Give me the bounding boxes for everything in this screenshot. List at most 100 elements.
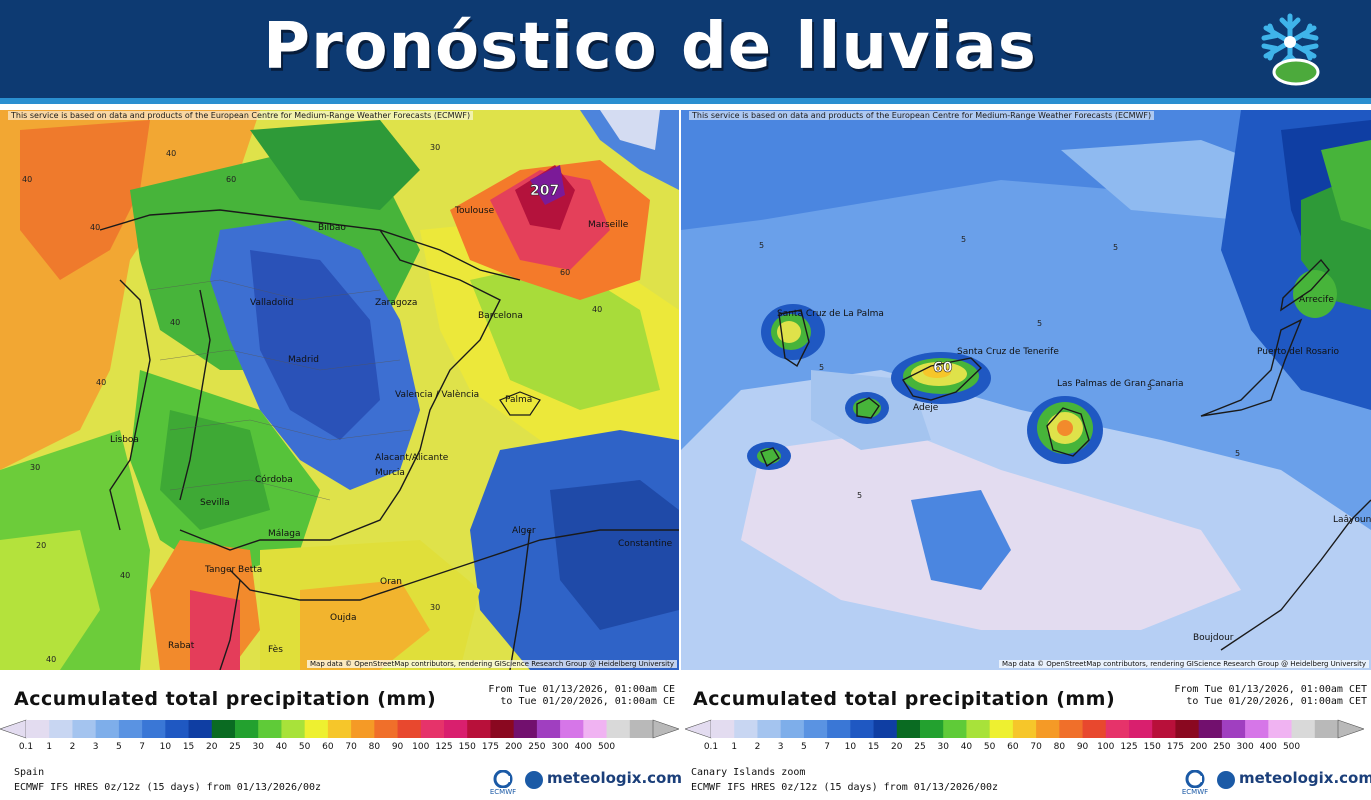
canary-legend: Accumulated total precipitation (mm) Fro… (685, 672, 1371, 800)
colorbar-swatch (1198, 720, 1223, 738)
colorbar-tick-label: 0.1 (18, 742, 34, 752)
colorbar-tick-label: 1 (731, 742, 738, 752)
city-label: Marseille (588, 220, 629, 230)
colorbar-tick-label: 150 (458, 742, 476, 752)
city-label: Palma (505, 395, 532, 405)
colorbar-swatch (513, 720, 538, 738)
map-attribution: Map data © OpenStreetMap contributors, r… (307, 660, 677, 668)
period-to: to Tue 01/20/2026, 01:00am CET (1186, 696, 1367, 707)
colorbar-tick-label: 250 (528, 742, 546, 752)
colorbar-tick-label: 2 (69, 742, 76, 752)
colorbar-tick-label: 15 (182, 742, 195, 752)
colorbar-tick-label: 10 (844, 742, 857, 752)
contour-label: 5 (1235, 449, 1240, 458)
colorbar-tick-label: 0.1 (703, 742, 719, 752)
ecmwf-logo: ECMWF (1177, 769, 1213, 798)
region-name: Canary Islands zoom (691, 767, 806, 778)
spain-precipitation-map[interactable]: 207 Bilbao Toulouse Marseille Valladolid… (0, 110, 679, 670)
colorbar-tick-label: 200 (505, 742, 523, 752)
ecmwf-logo-icon (1185, 769, 1205, 789)
colorbar-tick-label: 100 (1097, 742, 1115, 752)
colorbar-swatch (26, 720, 50, 738)
contour-label: 5 (1113, 243, 1118, 252)
colorbar-tick-label: 300 (1236, 742, 1254, 752)
colorbar-swatch (258, 720, 282, 738)
colorbar-tick-label: 300 (551, 742, 569, 752)
colorbar-tick-label: 175 (1166, 742, 1185, 752)
city-label: Toulouse (454, 206, 495, 216)
colorbar-swatch (711, 720, 735, 738)
colorbar-tick-label: 10 (159, 742, 172, 752)
colorbar-swatch (49, 720, 73, 738)
colorbar-swatch (118, 720, 143, 738)
colorbar-tick-label: 50 (983, 742, 996, 752)
colorbar-tick-label: 200 (1190, 742, 1208, 752)
spain-legend: Accumulated total precipitation (mm) Fro… (0, 672, 682, 800)
contour-label: 40 (166, 149, 176, 158)
contour-label: 60 (560, 268, 570, 277)
colorbar-tick-label: 7 (139, 742, 145, 752)
contour-label: 40 (170, 318, 180, 327)
colorbar-swatch (1268, 720, 1293, 738)
colorbar-tick-label: 250 (1213, 742, 1231, 752)
colorbar-tick-label: 3 (777, 742, 784, 752)
colorbar-tick-label: 175 (481, 742, 500, 752)
contour-label: 40 (90, 223, 100, 232)
colorbar-swatch (1059, 720, 1084, 738)
city-label: Lisboa (110, 435, 139, 445)
colorbar-tick-label: 400 (1259, 742, 1277, 752)
colorbar-swatch (583, 720, 608, 738)
contour-label: 5 (857, 491, 862, 500)
meteologix-brand: meteologix.com (1239, 769, 1371, 787)
colorbar-tick-label: 25 (914, 742, 926, 752)
contour-label: 30 (430, 143, 440, 152)
colorbar-tick-label: 30 (252, 742, 264, 752)
colorbar-tick-label: 40 (960, 742, 973, 752)
city-label: Puerto del Rosario (1257, 347, 1339, 357)
colorbar-tick-label: 20 (206, 742, 218, 752)
colorbar-swatch (397, 720, 422, 738)
colorbar-swatch (1129, 720, 1153, 738)
colorbar-swatch (757, 720, 782, 738)
city-label: Santa Cruz de La Palma (777, 309, 884, 319)
colorbar-arrow-left (0, 719, 27, 739)
city-label: Laâyoune (1333, 515, 1371, 525)
peak-precipitation-label: 207 (530, 183, 559, 199)
contour-label: 40 (120, 571, 130, 580)
contour-label: 5 (961, 235, 966, 244)
brand-logos: ECMWF meteologix.com (1177, 769, 1371, 798)
colorbar-swatch (560, 720, 584, 738)
colorbar-swatch (850, 720, 875, 738)
colorbar-swatch (1175, 720, 1200, 738)
city-label: Zaragoza (375, 298, 417, 308)
canary-precipitation-map[interactable]: 60 Santa Cruz de La Palma Santa Cruz de … (681, 110, 1371, 670)
colorbar-swatch (444, 720, 468, 738)
city-label: Santa Cruz de Tenerife (957, 347, 1059, 357)
contour-label: 5 (819, 363, 824, 372)
precipitation-colorbar (685, 719, 1364, 739)
city-label: Madrid (288, 355, 319, 365)
colorbar-tick-label: 15 (867, 742, 880, 752)
colorbar-tick-label: 150 (1143, 742, 1161, 752)
city-label: Oujda (330, 613, 357, 623)
colorbar-swatch (211, 720, 236, 738)
colorbar-swatch (1012, 720, 1037, 738)
colorbar-swatch (1152, 720, 1176, 738)
colorbar-tick-label: 125 (435, 742, 453, 752)
city-label: Tanger Betta (204, 565, 262, 575)
colorbar-swatch (1314, 720, 1339, 738)
ecmwf-logo: ECMWF (485, 769, 521, 798)
city-label: Bilbao (318, 223, 346, 233)
period-from: From Tue 01/13/2026, 01:00am CET (1174, 684, 1367, 695)
contour-label: 5 (1147, 383, 1152, 392)
city-label: Las Palmas de Gran Canaria (1057, 379, 1184, 389)
colorbar-swatch (235, 720, 259, 738)
colorbar-swatch (142, 720, 166, 738)
colorbar-tick-label: 80 (1053, 742, 1066, 752)
colorbar-swatch (490, 720, 515, 738)
colorbar-tick-label: 90 (391, 742, 404, 752)
colorbar-swatch (629, 720, 654, 738)
colorbar-tick-label: 30 (937, 742, 949, 752)
meteologix-brand: meteologix.com (547, 769, 682, 787)
colorbar-swatch (467, 720, 491, 738)
